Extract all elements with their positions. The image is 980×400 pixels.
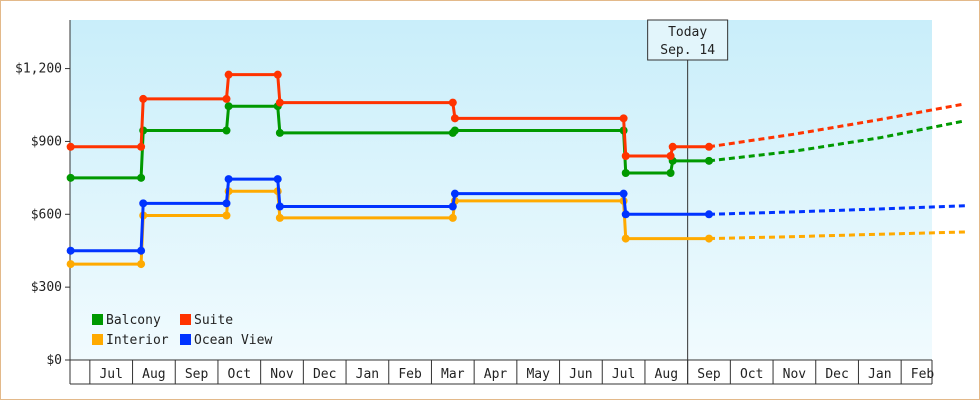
ocean-view-point — [224, 175, 233, 184]
ocean-view-point — [450, 189, 459, 198]
today-marker: Today Sep. 14 — [647, 19, 729, 384]
x-tick-label: Aug — [655, 367, 678, 382]
x-tick-label: Oct — [740, 367, 763, 382]
ocean-view-point — [66, 246, 75, 255]
interior-point — [448, 213, 457, 222]
suite-point — [666, 152, 675, 160]
interior-point — [705, 234, 713, 243]
suite-point — [222, 94, 231, 103]
suite-point — [450, 114, 459, 123]
suite-point — [139, 94, 148, 103]
ocean-view-point — [448, 202, 457, 211]
suite-point — [275, 98, 284, 107]
today-date: Sep. 14 — [660, 43, 715, 58]
x-tick-label: May — [526, 367, 550, 382]
x-axis: Jul Aug Sep Oct Nov Dec Jan Feb Mar Apr May Jun Jul A… — [70, 359, 935, 385]
x-tick-label: Apr — [484, 367, 508, 382]
ocean-view-point — [275, 202, 284, 211]
x-tick-label: Jan — [356, 367, 379, 382]
interior-point — [137, 260, 146, 269]
ocean-view-forecast-line — [708, 204, 966, 216]
x-tick-label: Feb — [398, 367, 422, 382]
balcony-point — [137, 173, 146, 182]
x-tick-label: Oct — [228, 367, 251, 382]
x-tick-label: Sep — [697, 367, 721, 382]
suite-forecast-line — [708, 102, 966, 149]
suite-point — [224, 70, 233, 79]
balcony-point — [705, 156, 713, 165]
x-tick-label: Aug — [142, 367, 165, 382]
suite-point — [621, 152, 630, 160]
interior-point — [275, 213, 284, 222]
x-tick-label: Dec — [825, 367, 848, 382]
x-tick-label: Dec — [313, 367, 336, 382]
balcony-point — [666, 169, 675, 177]
y-axis: $0 $300 $600 $900 $1,200 — [15, 20, 71, 384]
balcony-point — [224, 102, 233, 111]
legend-label-interior: Interior — [106, 333, 169, 348]
legend-label-balcony: Balcony — [106, 313, 161, 328]
balcony-point — [621, 169, 630, 177]
x-tick-label: Feb — [911, 367, 935, 382]
today-box — [647, 19, 729, 61]
ocean-view-point — [621, 210, 630, 219]
legend-label-ocean-view: Ocean View — [194, 333, 272, 348]
y-tick-label: $600 — [31, 207, 62, 222]
balcony-point — [275, 128, 284, 137]
x-tick-label: Nov — [270, 367, 294, 382]
x-tick-label: Jan — [868, 367, 891, 382]
balcony-line — [69, 104, 711, 180]
ocean-view-point — [705, 210, 713, 219]
suite-point — [619, 114, 628, 123]
interior-forecast-line — [708, 230, 966, 241]
suite-point — [448, 98, 457, 107]
y-tick-label: $900 — [31, 134, 62, 149]
ocean-view-point — [273, 175, 282, 184]
suite-point — [66, 142, 75, 151]
ocean-view-point — [137, 246, 146, 255]
y-tick-label: $0 — [46, 353, 62, 368]
x-tick-label: Jul — [612, 367, 635, 382]
x-tick-label: Mar — [441, 367, 465, 382]
legend-label-suite: Suite — [194, 313, 233, 328]
balcony-point — [222, 126, 231, 135]
legend-swatch-suite — [180, 314, 191, 325]
interior-point — [621, 234, 630, 243]
balcony-point — [450, 126, 459, 135]
x-tick-label: Jun — [569, 367, 592, 382]
today-label: Today — [668, 25, 707, 40]
balcony-forecast-line — [708, 119, 966, 163]
ocean-view-point — [139, 199, 148, 208]
suite-point — [668, 142, 677, 151]
balcony-point — [66, 173, 75, 182]
series-layer — [66, 70, 966, 269]
legend-swatch-interior — [92, 334, 103, 345]
interior-point — [66, 260, 75, 269]
interior-point — [222, 211, 231, 220]
ocean-view-point — [222, 199, 231, 208]
suite-line — [69, 73, 711, 158]
legend-swatch-balcony — [92, 314, 103, 325]
suite-point — [705, 142, 713, 151]
plot-background — [70, 20, 932, 360]
x-tick-label: Nov — [783, 367, 807, 382]
legend: Balcony Suite Interior Ocean View — [92, 313, 272, 348]
y-tick-label: $300 — [31, 280, 62, 295]
y-tick-label: $1,200 — [15, 62, 62, 77]
legend-swatch-ocean-view — [180, 334, 191, 345]
x-tick-label: Jul — [99, 367, 122, 382]
ocean-view-point — [619, 189, 628, 198]
suite-point — [273, 70, 282, 79]
x-tick-label: Sep — [185, 367, 209, 382]
suite-point — [137, 142, 146, 151]
